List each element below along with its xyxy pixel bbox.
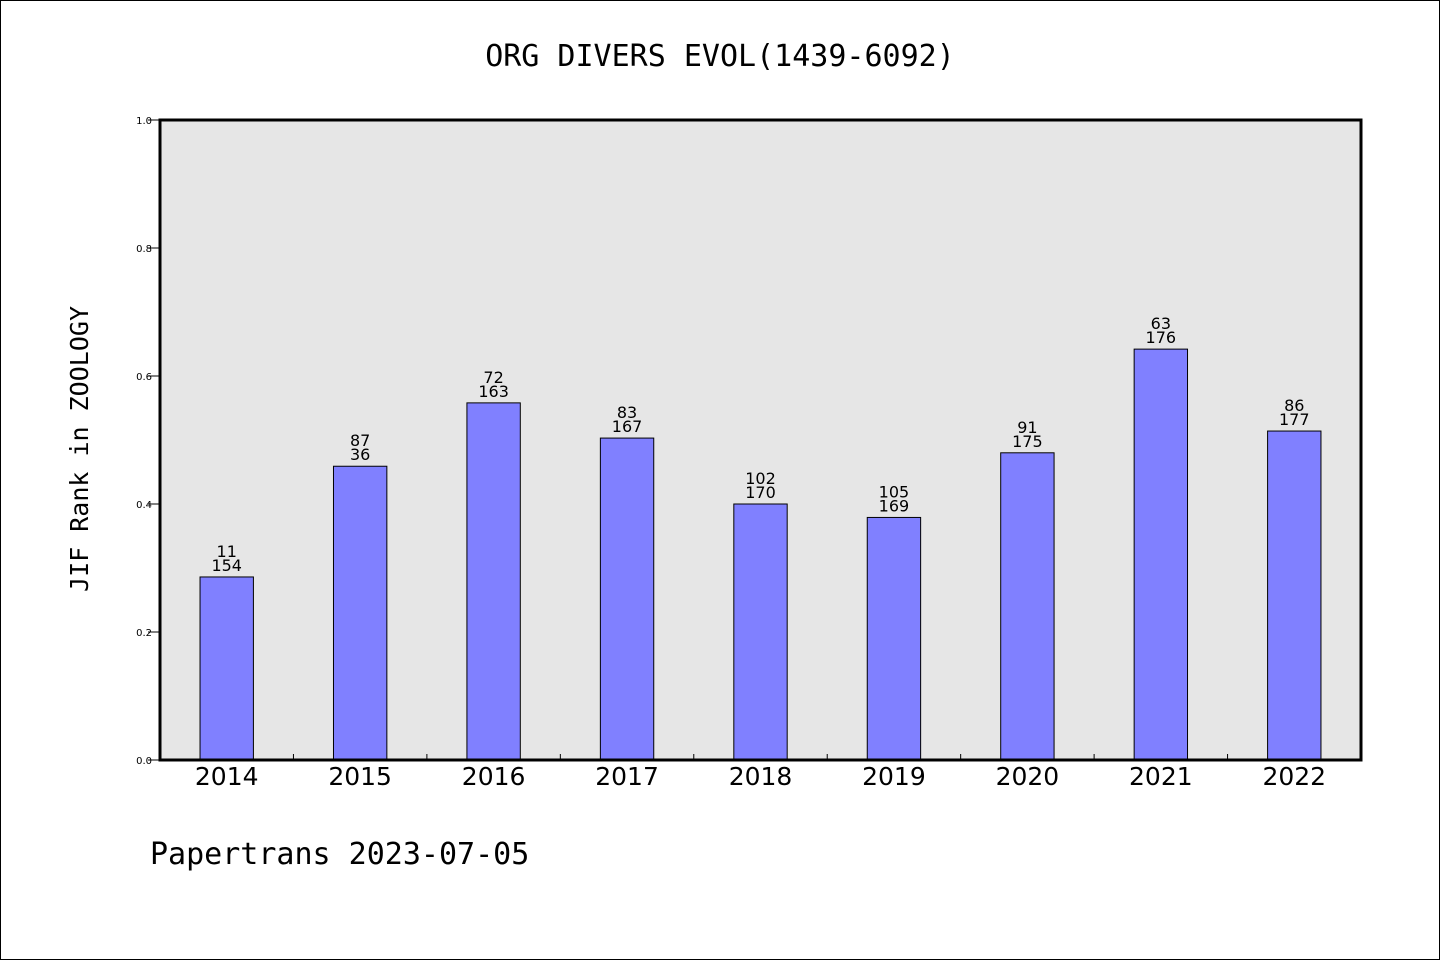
bar-total-label: 163 <box>478 382 509 401</box>
bar-total-label: 176 <box>1146 328 1177 347</box>
bar-rank-label: 11 <box>217 542 237 561</box>
x-tick-label: 2015 <box>328 762 392 791</box>
bar <box>332 465 388 761</box>
bar <box>1133 348 1189 761</box>
bar-total-label: 169 <box>879 496 910 515</box>
x-tick-label: 2017 <box>595 762 659 791</box>
bar-total-label: 36 <box>350 445 370 464</box>
y-tick-label: 0.0 <box>136 756 152 767</box>
x-tick-label: 2021 <box>1129 762 1193 791</box>
bar <box>599 437 655 761</box>
y-tick-label: 1.0 <box>136 116 152 127</box>
bar-rank-label: 102 <box>745 469 776 488</box>
bar <box>1000 452 1055 761</box>
bar-rank-label: 86 <box>1284 396 1304 415</box>
bar-rank-label: 105 <box>879 482 910 501</box>
x-tick-label: 2016 <box>462 762 526 791</box>
x-tick-label: 2014 <box>195 762 259 791</box>
y-tick-label: 0.8 <box>136 244 152 255</box>
bar-total-label: 175 <box>1012 432 1043 451</box>
footer-credit: Papertrans 2023-07-05 <box>150 837 529 872</box>
bar-total-label: 170 <box>745 483 776 502</box>
bar-total-label: 154 <box>211 556 242 575</box>
x-axis: 2014 2015 2016 2017 2018 2019 2020 2021 2022 <box>195 754 1326 791</box>
plot-border <box>158 118 1363 762</box>
bar <box>199 576 254 761</box>
bar-total-label: 167 <box>612 417 643 436</box>
bar <box>866 516 922 761</box>
y-axis: 0.0 0.2 0.4 0.6 0.8 1.0 <box>136 116 160 767</box>
bar <box>466 402 521 761</box>
bar <box>733 503 788 761</box>
y-axis-label: JIF Rank in ZOOLOGY <box>65 306 94 592</box>
bar <box>1267 430 1322 761</box>
x-tick-label: 2019 <box>862 762 926 791</box>
x-tick-label: 2018 <box>729 762 793 791</box>
y-tick-label: 0.4 <box>136 500 152 511</box>
bar-rank-label: 63 <box>1151 314 1171 333</box>
y-tick-label: 0.6 <box>136 372 152 383</box>
bar-rank-label: 87 <box>350 431 370 450</box>
bar-rank-label: 91 <box>1017 418 1037 437</box>
x-tick-label: 2022 <box>1262 762 1326 791</box>
y-tick-label: 0.2 <box>136 628 152 639</box>
bar-rank-label: 72 <box>483 368 503 387</box>
bar-rank-label: 83 <box>617 403 637 422</box>
x-tick-label: 2020 <box>996 762 1060 791</box>
chart-title: ORG DIVERS EVOL(1439-6092) <box>485 39 955 74</box>
bar-total-label: 177 <box>1279 410 1310 429</box>
